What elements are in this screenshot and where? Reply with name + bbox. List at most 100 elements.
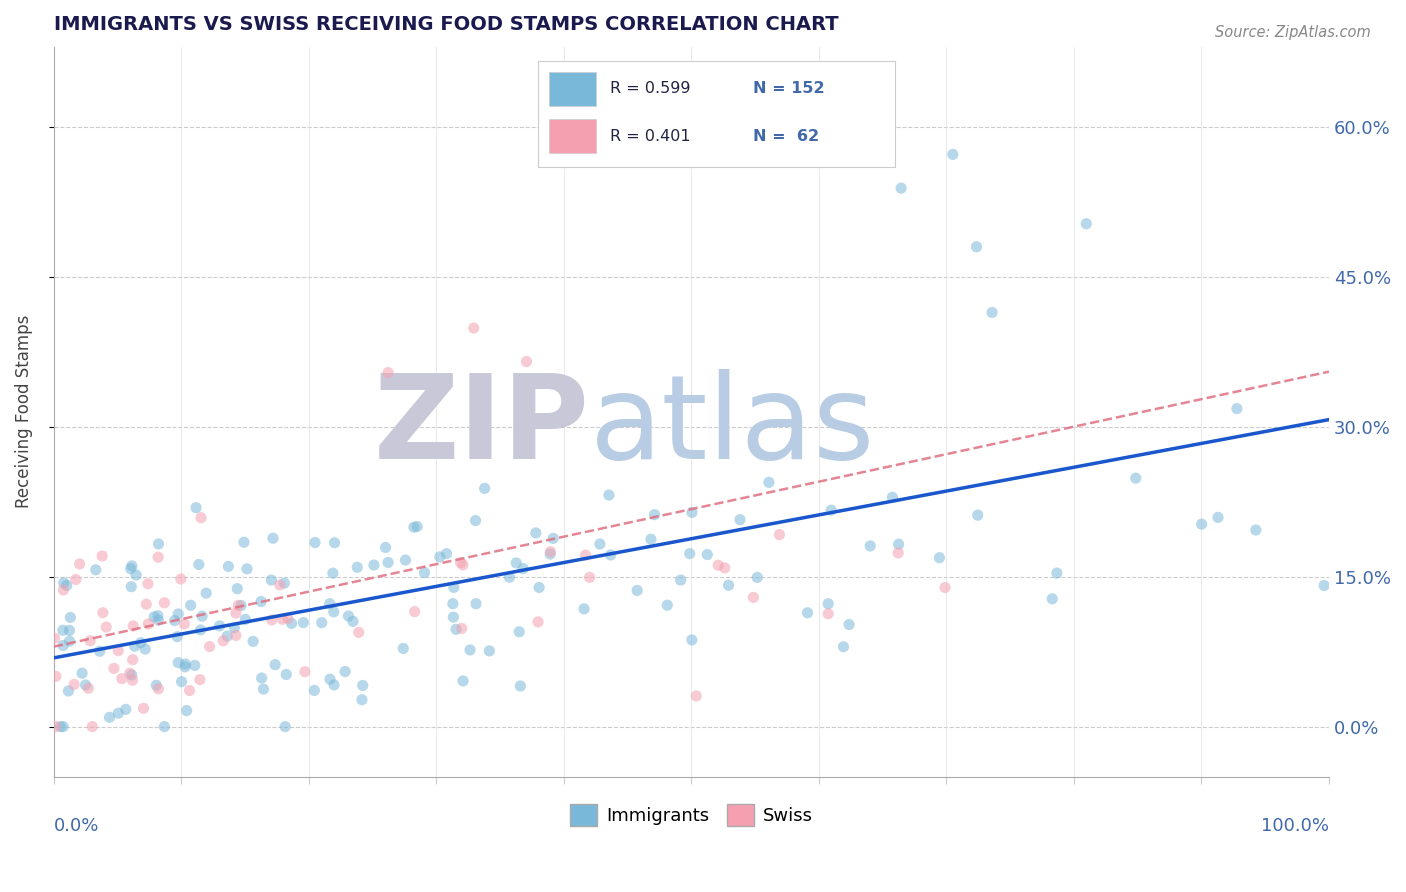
Immigrants (98, 710, 121, 724)
Immigrants (541, 532, 564, 546)
Swiss (188, 673, 211, 687)
Swiss (44, 631, 66, 645)
Swiss (121, 653, 143, 667)
Immigrants (166, 630, 188, 644)
Swiss (135, 597, 157, 611)
Swiss (153, 596, 176, 610)
Immigrants (838, 617, 860, 632)
Swiss (52, 582, 75, 597)
Immigrants (981, 305, 1004, 319)
Immigrants (444, 623, 467, 637)
Immigrants (747, 570, 769, 584)
Swiss (538, 545, 561, 559)
Immigrants (260, 573, 283, 587)
Immigrants (250, 671, 273, 685)
Immigrants (273, 576, 295, 591)
Immigrants (70, 666, 93, 681)
Immigrants (322, 605, 344, 619)
Immigrants (184, 500, 207, 515)
Immigrants (333, 665, 356, 679)
Immigrants (148, 613, 170, 627)
Immigrants (250, 594, 273, 608)
Y-axis label: Receiving Food Stamps: Receiving Food Stamps (15, 315, 32, 508)
Swiss (450, 622, 472, 636)
Immigrants (966, 240, 988, 254)
Immigrants (236, 562, 259, 576)
Swiss (277, 611, 299, 625)
Immigrants (478, 644, 501, 658)
Swiss (45, 669, 67, 683)
Immigrants (58, 684, 80, 698)
Immigrants (1226, 401, 1249, 416)
Immigrants (120, 562, 142, 576)
Immigrants (319, 597, 342, 611)
Immigrants (394, 553, 416, 567)
Swiss (707, 558, 730, 573)
Immigrants (107, 706, 129, 721)
Immigrants (669, 573, 692, 587)
Immigrants (148, 537, 170, 551)
Swiss (45, 720, 67, 734)
Immigrants (55, 578, 77, 592)
Immigrants (1076, 217, 1098, 231)
Swiss (79, 633, 101, 648)
Swiss (77, 681, 100, 696)
Immigrants (58, 624, 80, 638)
Immigrants (190, 623, 212, 637)
Immigrants (274, 720, 297, 734)
Immigrants (337, 609, 360, 624)
Immigrants (498, 570, 520, 584)
Immigrants (146, 608, 169, 623)
Immigrants (311, 615, 333, 630)
Immigrants (589, 537, 612, 551)
Immigrants (1125, 471, 1147, 485)
Swiss (294, 665, 316, 679)
Text: ZIP: ZIP (374, 368, 589, 483)
Immigrants (121, 668, 143, 682)
Immigrants (679, 547, 702, 561)
Immigrants (84, 563, 107, 577)
Swiss (148, 681, 170, 696)
Immigrants (59, 610, 82, 624)
Immigrants (441, 597, 464, 611)
Swiss (515, 354, 537, 368)
Immigrants (264, 657, 287, 672)
Immigrants (572, 602, 595, 616)
Text: 100.0%: 100.0% (1261, 817, 1329, 835)
Immigrants (304, 683, 326, 698)
Immigrants (966, 508, 988, 523)
Immigrants (474, 481, 496, 495)
Immigrants (322, 566, 344, 581)
Immigrants (174, 657, 197, 671)
Immigrants (1244, 523, 1267, 537)
Immigrants (242, 634, 264, 648)
Swiss (574, 548, 596, 562)
Immigrants (75, 678, 97, 692)
Legend: Immigrants, Swiss: Immigrants, Swiss (562, 797, 820, 833)
Swiss (768, 527, 790, 541)
Immigrants (599, 548, 621, 562)
Swiss (91, 549, 114, 563)
Immigrants (276, 667, 298, 681)
Swiss (179, 683, 201, 698)
Immigrants (890, 181, 912, 195)
Swiss (111, 672, 134, 686)
Text: atlas: atlas (589, 368, 875, 483)
Swiss (82, 720, 104, 734)
Immigrants (538, 547, 561, 561)
Immigrants (796, 606, 818, 620)
Immigrants (163, 614, 186, 628)
Swiss (404, 605, 426, 619)
Immigrants (640, 533, 662, 547)
Immigrants (849, 110, 872, 124)
Swiss (463, 321, 485, 335)
Immigrants (89, 644, 111, 658)
Immigrants (527, 581, 550, 595)
Swiss (146, 550, 169, 565)
Immigrants (1191, 517, 1213, 532)
Immigrants (217, 559, 239, 574)
Immigrants (176, 704, 198, 718)
Immigrants (49, 720, 72, 734)
Swiss (91, 606, 114, 620)
Swiss (132, 701, 155, 715)
